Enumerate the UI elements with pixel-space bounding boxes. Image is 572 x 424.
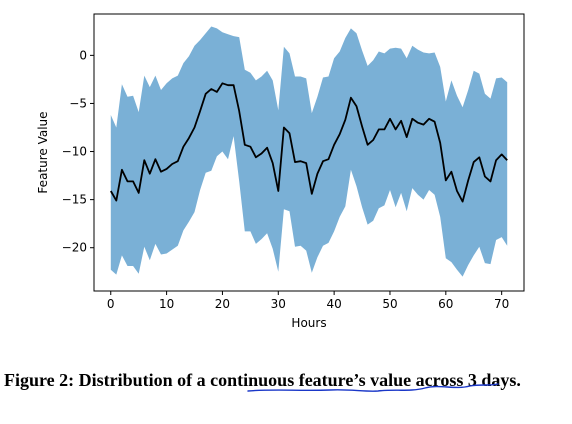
y-axis-label: Feature Value [36,111,50,193]
y-tick-label: −10 [62,145,87,159]
x-axis-label: Hours [291,316,326,330]
chart: 0 10 20 30 40 50 60 70 0 −5 −10 −15 −20 Hours Featu… [36,13,525,330]
figure-caption: Figure 2: Distribution of a continuous f… [4,370,521,390]
x-tick-label: 20 [215,297,230,311]
x-tick-label: 40 [326,297,341,311]
y-tick-label: 0 [79,48,87,62]
mean-line [110,82,508,203]
x-tick-label: 50 [382,297,397,311]
x-tick-label: 70 [494,297,509,311]
x-tick-label: 0 [107,297,115,311]
y-tick-label: −5 [69,96,87,110]
plot-area [93,13,525,292]
y-tick-label: −15 [62,193,87,207]
x-tick-label: 30 [271,297,286,311]
x-tick-label: 10 [159,297,174,311]
x-tick-label: 60 [438,297,453,311]
confidence-band [110,26,508,277]
y-tick-label: −20 [62,241,87,255]
